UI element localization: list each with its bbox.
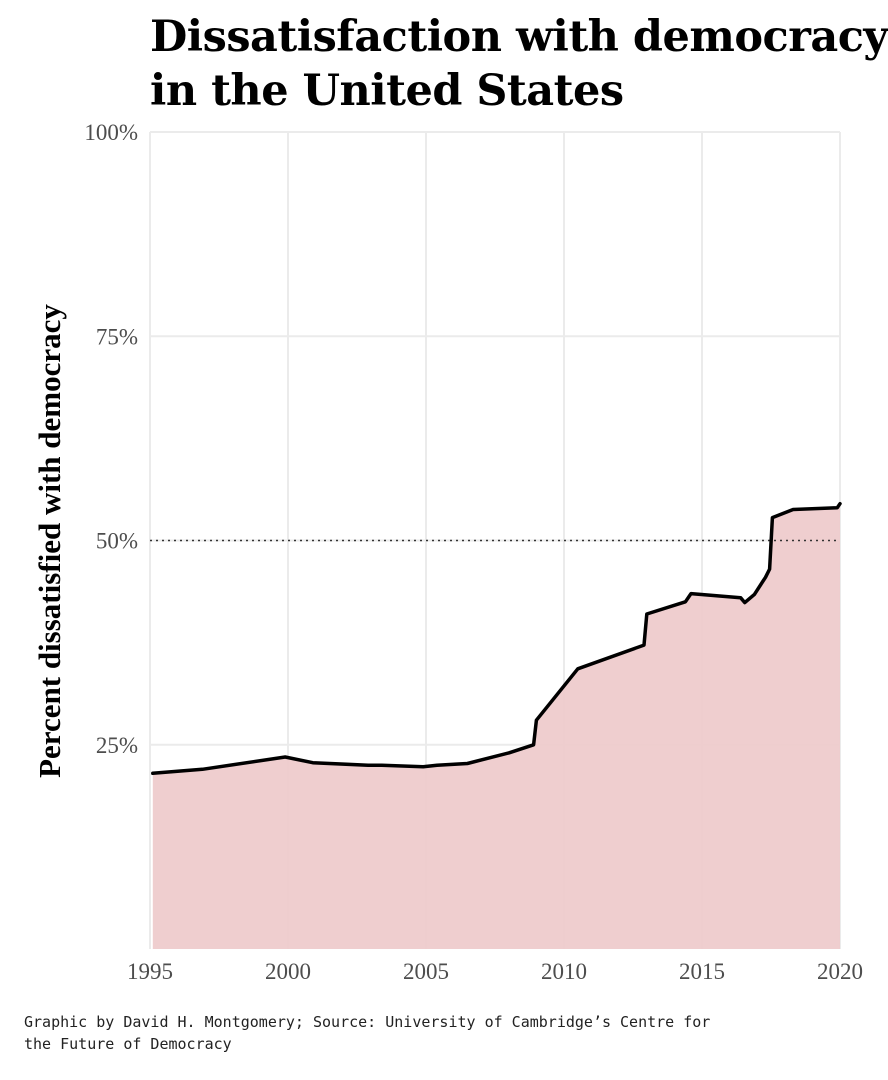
- y-tick-label-100: 100%: [84, 120, 138, 145]
- y-tick-label-50: 50%: [96, 529, 138, 554]
- dissatisfaction-area: [152, 503, 841, 949]
- chart-title: Dissatisfaction with democracy in the Un…: [150, 10, 888, 118]
- x-tick-label-2010: 2010: [541, 959, 587, 984]
- y-axis-title: Percent dissatisfied with democracy: [32, 304, 67, 778]
- x-tick-label-1995: 1995: [127, 959, 173, 984]
- dissatisfaction-line: [151, 501, 842, 776]
- x-tick-label-2020: 2020: [817, 959, 863, 984]
- tick-labels: 1995 2000 2005 2010 2015 2020 25% 50% 75% 100%: [84, 120, 863, 984]
- line-layer: [151, 501, 842, 776]
- caption-line-2: the Future of Democracy: [24, 1035, 232, 1053]
- chart-title-line-2: in the United States: [150, 66, 624, 116]
- source-caption: Graphic by David H. Montgomery; Source: …: [24, 1011, 864, 1055]
- y-tick-label-75: 75%: [96, 324, 138, 349]
- x-tick-label-2000: 2000: [265, 959, 311, 984]
- y-tick-label-25: 25%: [96, 733, 138, 758]
- caption-line-1: Graphic by David H. Montgomery; Source: …: [24, 1013, 711, 1031]
- chart-title-line-1: Dissatisfaction with democracy: [150, 12, 888, 62]
- x-tick-label-2005: 2005: [403, 959, 449, 984]
- area-layer: [152, 503, 841, 949]
- x-tick-label-2015: 2015: [679, 959, 725, 984]
